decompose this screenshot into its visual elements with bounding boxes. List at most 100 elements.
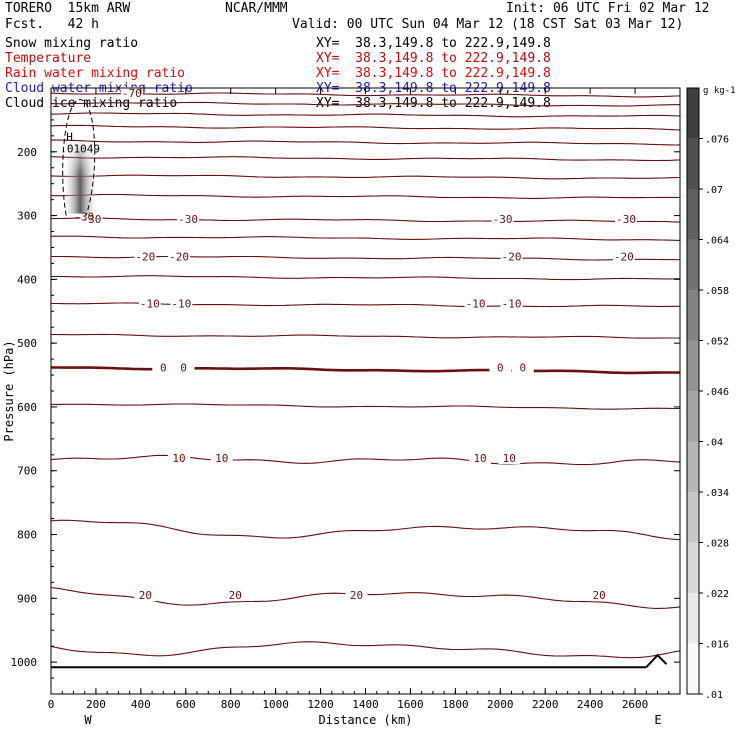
colorbar-label: .034 (705, 488, 729, 499)
isotherm-label: -20 (502, 250, 522, 263)
isotherm-label: 20 (229, 589, 242, 602)
isotherm-label-bg (138, 297, 161, 310)
isotherm-label: 10 (215, 452, 228, 465)
colorbar-swatch (687, 138, 699, 189)
isotherm-line (51, 403, 680, 410)
x-tick-label: 2200 (532, 698, 559, 711)
x-tick-label: 1800 (442, 698, 469, 711)
colorbar-swatch (687, 492, 699, 543)
x-tick-label: 600 (176, 698, 196, 711)
isotherm-label-bg (588, 589, 611, 602)
field-temperature-label: Temperature (5, 51, 92, 66)
isotherm-label: 20 (139, 589, 152, 602)
isotherm-line (50, 641, 681, 659)
isotherm-line (50, 519, 681, 541)
init-time: Init: 06 UTC Fri 02 Mar 12 (506, 1, 710, 16)
y-tick-label: 600 (17, 401, 37, 414)
isotherm-label: -30 (178, 213, 198, 226)
x-axis-title: Distance (km) (319, 713, 413, 727)
isotherm-label-bg (615, 212, 638, 225)
colorbar-label: .07 (705, 185, 723, 196)
isotherm-label: 0 (519, 361, 526, 374)
y-axis-title: Pressure (hPa) (2, 340, 16, 441)
field-cloudice-xy: XY= 38.3,149.8 to 222.9,149.8 (316, 96, 551, 111)
isotherm-label-bg (152, 361, 175, 374)
isotherm-line (50, 101, 680, 107)
colorbar-swatch (687, 643, 699, 694)
y-tick-label: 200 (17, 146, 37, 159)
colorbar: .01 .016 .022 .028 .034 .04 .046 .052 .058 .064 .0… (686, 86, 736, 701)
isotherm-label: 0 (497, 361, 504, 374)
colorbar-label: .028 (705, 539, 729, 550)
x-tick-label: 1200 (307, 698, 334, 711)
isotherm-line (50, 193, 681, 199)
colorbar-label: .016 (705, 640, 729, 651)
isotherm-label-bg (168, 250, 191, 263)
isotherm-label: -10 (140, 298, 160, 311)
isotherm-label-bg (500, 297, 523, 310)
colorbar-swatch (687, 189, 699, 240)
isotherm-label: -20 (614, 250, 634, 263)
axes: 0 200 400 600 800 1000 1200 1400 1600 1800 2000 220… (2, 87, 681, 727)
snow-shading (62, 123, 99, 214)
y-tick-label: 300 (17, 210, 37, 223)
isotherm-label: 10 (503, 452, 516, 465)
colorbar-swatch (687, 88, 699, 139)
isotherm-label-bg (489, 361, 512, 374)
isotherm-label: -20 (169, 250, 189, 263)
plot-frame (50, 87, 681, 695)
isotherm-label-bg (120, 87, 143, 100)
isotherm-label: -70 (122, 87, 142, 100)
isotherm-line (51, 217, 681, 223)
snow-contour-label: -30 (74, 211, 94, 224)
isotherm-label-bg (612, 250, 635, 263)
x-tick-label: 2400 (577, 698, 604, 711)
x-tick-label: 0 (48, 698, 55, 711)
isotherm-label-bg (491, 212, 514, 225)
y-tick-label: 1000 (11, 656, 38, 669)
center-name: NCAR/MMM (225, 1, 288, 16)
isotherm-label: 20 (593, 589, 606, 602)
isotherm-line (50, 235, 681, 241)
isotherm-line (50, 124, 681, 131)
isotherm-label-bg (168, 451, 191, 464)
east-label: E (654, 713, 661, 727)
isotherm-label-bg (170, 297, 193, 310)
isotherm-label-bg (464, 297, 487, 310)
x-tick-label: 1000 (262, 698, 289, 711)
isotherm-label-bg (469, 451, 492, 464)
field-snow-xy: XY= 38.3,149.8 to 222.9,149.8 (316, 36, 551, 51)
isotherm-line (50, 92, 681, 98)
isotherm-line (50, 275, 681, 281)
y-tick-label: 700 (17, 465, 37, 478)
colorbar-label: .022 (705, 589, 729, 600)
isotherm-line (50, 174, 681, 180)
colorbar-label: .046 (705, 387, 729, 398)
isotherm-label: 20 (350, 589, 363, 602)
colorbar-label: .076 (705, 135, 729, 146)
isotherm-label: -20 (135, 250, 155, 263)
field-rain-xy: XY= 38.3,149.8 to 222.9,149.8 (316, 66, 551, 81)
x-tick-label: 2600 (622, 698, 649, 711)
y-tick-label: 400 (17, 273, 37, 286)
x-tick-label: 400 (131, 698, 151, 711)
isotherm-line (51, 139, 681, 146)
isotherm-label-bg (210, 451, 233, 464)
isotherm-label-bg (224, 589, 247, 602)
colorbar-swatch (687, 542, 699, 593)
isotherm-label-bg (511, 361, 534, 374)
colorbar-label: .01 (705, 690, 723, 701)
isotherm-label-bg (498, 451, 521, 464)
forecast-hour: Fcst. 42 h (5, 17, 99, 32)
colorbar-label: .052 (705, 337, 729, 348)
colorbar-swatch (687, 441, 699, 492)
terrain-line (645, 653, 668, 668)
isotherm-line (50, 333, 681, 339)
valid-time: Valid: 00 UTC Sun 04 Mar 12 (18 CST Sat … (292, 17, 684, 32)
y-tick-label: 800 (17, 529, 37, 542)
snow-mixing-ratio-field: H.01049 -30 (60, 98, 100, 224)
isotherm-label: -30 (81, 213, 101, 226)
x-tick-label: 1400 (352, 698, 379, 711)
isotherm-label: -10 (502, 298, 522, 311)
